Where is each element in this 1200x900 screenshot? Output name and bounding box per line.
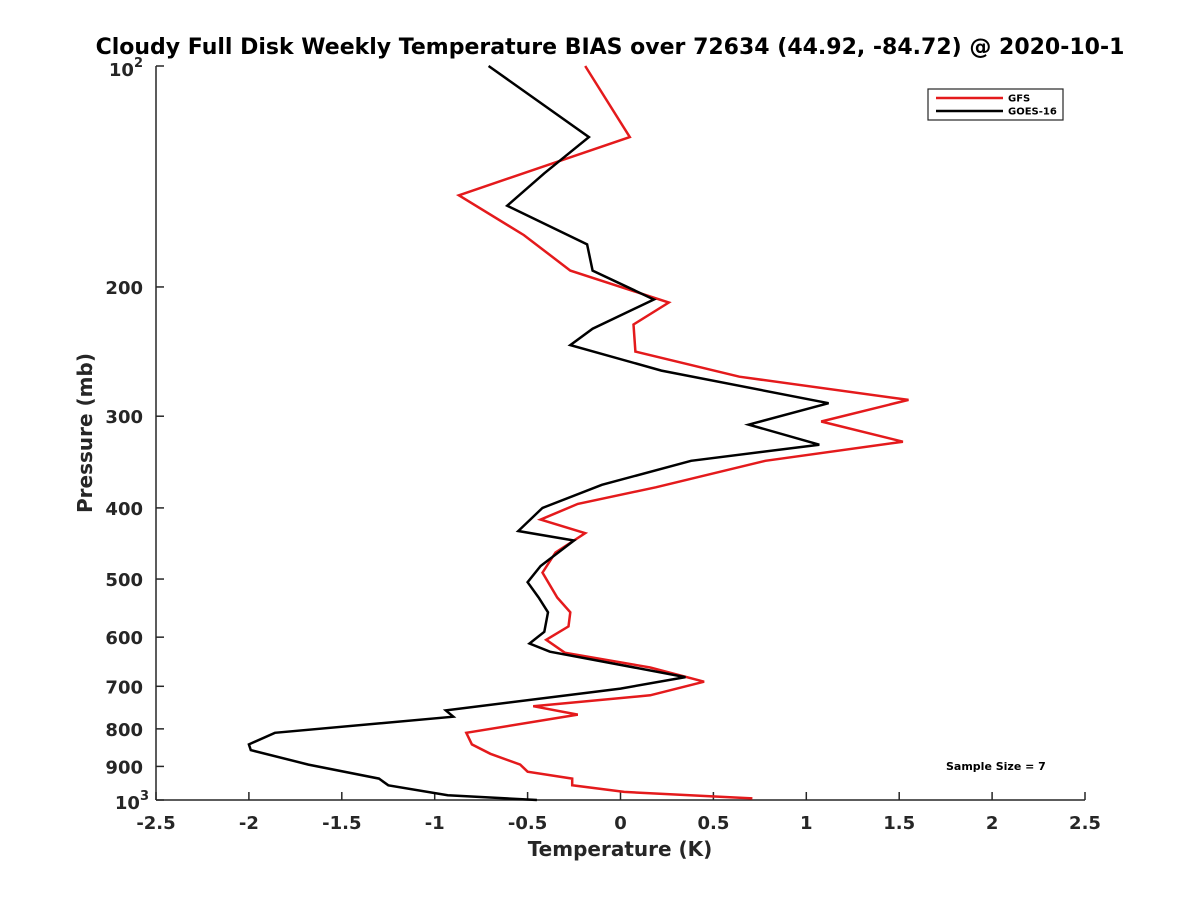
plot-area [155,66,1085,801]
chart-title: Cloudy Full Disk Weekly Temperature BIAS… [96,35,1125,60]
y-bottom-label: 103 [115,789,149,814]
legend-label-gfs: GFS [1008,94,1030,105]
y-tick-label: 200 [105,278,143,299]
y-axis-label: Pressure (mb) [73,353,97,513]
x-tick-label: 1.5 [883,813,915,834]
y-top-label-base: 10 [109,60,134,81]
x-tick-label: -1.5 [322,813,361,834]
x-tick-label: -0.5 [508,813,547,834]
y-tick-label: 600 [105,628,143,649]
y-tick-label: 300 [105,407,143,428]
x-tick-label: 0.5 [697,813,729,834]
x-tick-label: 0 [614,813,627,834]
series-line-goes16 [247,64,829,802]
legend-box [927,88,1064,121]
series-layer [247,64,909,802]
x-tick-label: 2 [986,813,999,834]
x-tick-label: 2.5 [1069,813,1101,834]
x-tick-label: 1 [800,813,813,834]
y-ticks: 200 300 400 500 600 700 800 900 [105,65,164,801]
x-tick-label: -2 [239,813,259,834]
y-top-label-exp: 2 [134,56,143,71]
x-tick-label: -2.5 [136,813,175,834]
y-tick-label: 700 [105,677,143,698]
y-top-label: 102 [109,56,143,81]
x-axis-label: Temperature (K) [528,837,713,861]
legend-label-goes16: GOES-16 [1008,107,1057,118]
y-tick-label: 800 [105,720,143,741]
y-bottom-label-base: 10 [115,793,140,814]
y-tick-label: 400 [105,499,143,520]
sample-size-annotation: Sample Size = 7 [946,760,1046,773]
y-bottom-label-exp: 3 [140,789,149,804]
series-line-gfs [455,65,909,800]
y-tick-label: 500 [105,570,143,591]
legend: GFS GOES-16 [927,88,1064,121]
y-tick-label: 900 [105,757,143,778]
x-ticks: -2.5 -2 -1.5 -1 -0.5 0 0.5 1 1.5 2 2.5 [136,792,1101,834]
x-tick-label: -1 [425,813,445,834]
